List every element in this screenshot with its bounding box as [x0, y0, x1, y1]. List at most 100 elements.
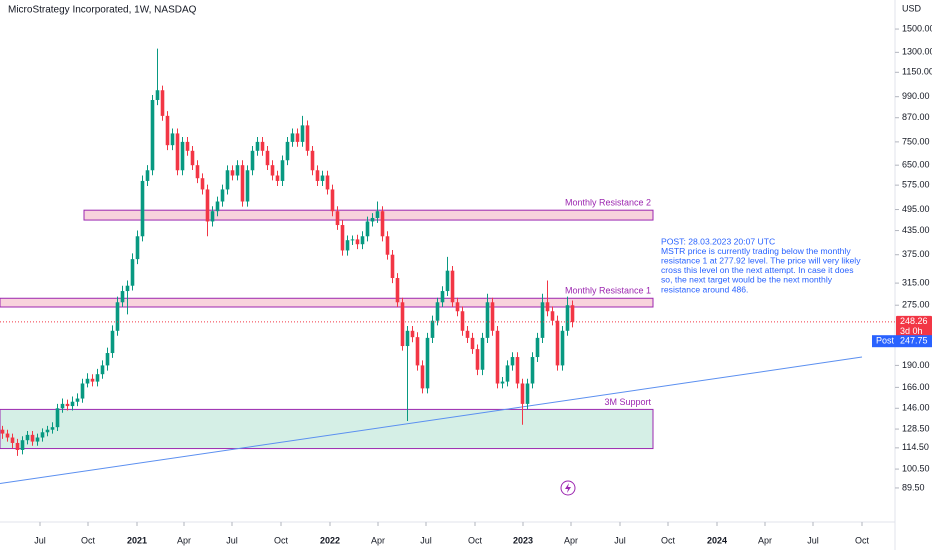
candle-body	[200, 178, 205, 190]
candle-body	[420, 365, 425, 389]
candle-body	[545, 302, 550, 312]
candle-body	[380, 211, 385, 237]
last-price: 248.26	[900, 316, 928, 326]
chart-title: MicroStrategy Incorporated, 1W, NASDAQ	[8, 5, 197, 16]
candle-body	[110, 330, 115, 354]
y-tick-label: 315.00	[902, 277, 930, 287]
candle-body	[525, 383, 530, 404]
candle-body	[210, 211, 215, 222]
candle-body	[55, 408, 60, 428]
currency: USD	[902, 3, 922, 13]
zone-label: Monthly Resistance 2	[565, 198, 651, 208]
candle-body	[140, 180, 145, 237]
candle-body	[10, 437, 15, 443]
candle-body	[65, 403, 70, 407]
candle-body	[555, 320, 560, 366]
candle-body	[550, 311, 555, 321]
candle-body	[385, 236, 390, 255]
candle-body	[390, 254, 395, 279]
candle-body	[505, 365, 510, 382]
post-price: 247.75	[900, 336, 928, 346]
candle-body	[50, 427, 55, 430]
candle-body	[405, 330, 410, 347]
candle-body	[520, 383, 525, 404]
candle-body	[180, 141, 185, 171]
annotation-line: so, the next target would be the next mo…	[661, 275, 833, 285]
candle-body	[245, 170, 250, 202]
candle-body	[305, 125, 310, 151]
y-tick-label: 1300.00	[902, 47, 932, 57]
y-tick-label: 190.00	[902, 360, 930, 370]
candle-body	[455, 302, 460, 312]
x-tick-label: Apr	[564, 535, 578, 545]
candle-body	[265, 150, 270, 166]
candle-body	[540, 302, 545, 338]
candle-body	[365, 221, 370, 237]
alert-icon[interactable]	[560, 480, 576, 496]
candle-body	[5, 433, 10, 438]
candle-body	[530, 357, 535, 384]
candle-body	[315, 170, 320, 181]
candle-body	[270, 165, 275, 176]
x-tick-label: Oct	[661, 535, 676, 545]
candle-body	[30, 434, 35, 442]
annotation-line: MSTR price is currently trading below th…	[661, 246, 851, 256]
candle-body	[60, 403, 65, 409]
candle-body	[155, 90, 160, 101]
post-label: Post	[876, 336, 895, 346]
candle-body	[45, 429, 50, 433]
candle-body	[145, 170, 150, 181]
y-tick-label: 166.00	[902, 382, 930, 392]
candle-body	[350, 239, 355, 241]
y-tick-label: 100.50	[902, 463, 930, 473]
zone	[83, 209, 654, 221]
x-tick-label: Oct	[274, 535, 289, 545]
candle-body	[125, 285, 130, 292]
candle-body	[255, 141, 260, 151]
candle-body	[275, 175, 280, 181]
x-tick-label: 2024	[707, 535, 727, 545]
candle-body	[225, 170, 230, 190]
y-tick-label: 495.00	[902, 204, 930, 214]
candle-body	[470, 337, 475, 350]
x-tick-label: Jul	[614, 535, 626, 545]
x-tick-label: Oct	[81, 535, 96, 545]
annotation-line: resistance around 486.	[661, 284, 748, 294]
candle-body	[40, 432, 45, 438]
candle-body	[335, 211, 340, 226]
y-tick-label: 1150.00	[902, 67, 932, 77]
y-tick-label: 990.00	[902, 91, 930, 101]
candle-body	[205, 189, 210, 222]
zone-label: 3M Support	[604, 397, 651, 407]
candle-body	[290, 133, 295, 142]
candle-body	[150, 100, 155, 171]
candle-body	[35, 437, 40, 442]
candle-body	[560, 330, 565, 366]
candle-body	[430, 320, 435, 338]
candle-body	[325, 175, 330, 190]
candle-body	[250, 150, 255, 171]
countdown: 3d 0h	[900, 326, 923, 336]
x-tick-label: 2022	[320, 535, 340, 545]
candle-body	[515, 357, 520, 384]
candle-body	[410, 330, 415, 338]
candle-body	[280, 160, 285, 181]
candle-body	[190, 150, 195, 166]
candle-body	[230, 170, 235, 176]
candle-body	[130, 259, 135, 286]
candle-body	[15, 442, 20, 450]
x-tick-label: Jul	[420, 535, 432, 545]
x-tick-label: 2023	[513, 535, 533, 545]
candle-body	[300, 125, 305, 142]
annotation-line: POST: 28.03.2023 20:07 UTC	[661, 236, 775, 246]
candle-body	[160, 90, 165, 116]
candle-body	[415, 337, 420, 366]
x-tick-label: Apr	[758, 535, 772, 545]
y-tick-label: 750.00	[902, 136, 930, 146]
y-tick-label: 870.00	[902, 112, 930, 122]
candle-body	[445, 270, 450, 292]
candle-body	[440, 291, 445, 303]
candle-body	[460, 311, 465, 331]
y-tick-label: 114.50	[902, 442, 929, 452]
